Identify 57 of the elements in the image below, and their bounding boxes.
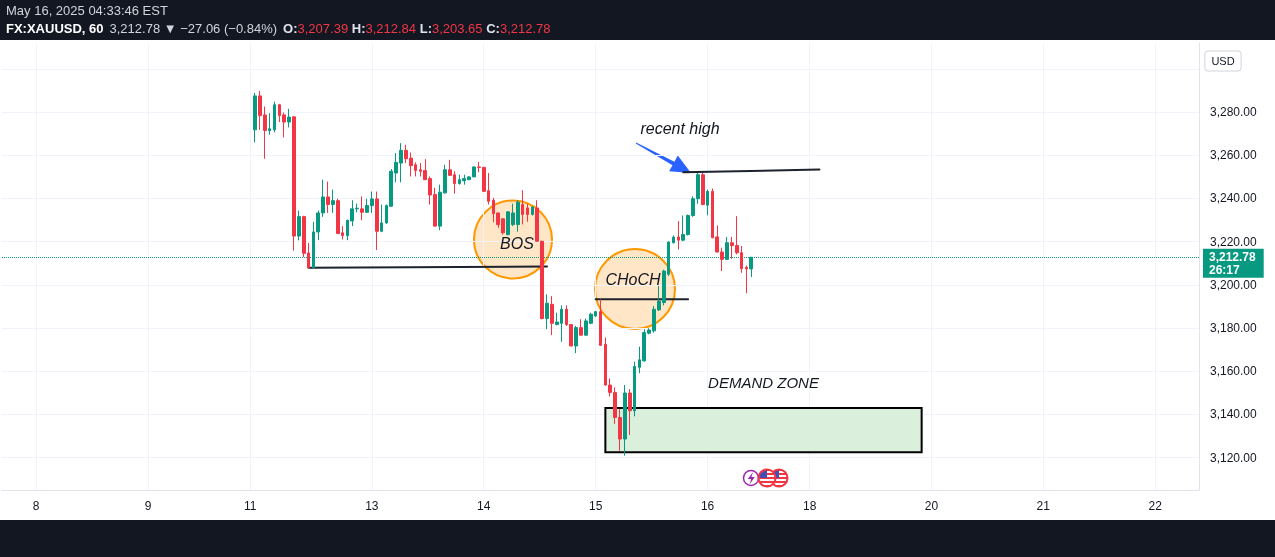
candlestick [253, 92, 257, 143]
candlestick [287, 108, 291, 128]
candlestick [526, 203, 529, 223]
x-tick-label: 14 [477, 499, 491, 513]
x-tick-label: 11 [243, 499, 257, 513]
candlestick [375, 191, 379, 251]
candlestick [579, 318, 583, 337]
x-tick-label: 21 [1036, 499, 1051, 513]
y-tick-label: 3,220.00 [1210, 234, 1258, 249]
candlestick [545, 293, 549, 330]
annotation: CHoCH [605, 270, 661, 288]
y-tick-label: 3,260.00 [1210, 148, 1258, 163]
y-axis-title: USD [1211, 55, 1235, 67]
candlestick [599, 298, 602, 347]
y-tick-label: 3,200.00 [1210, 277, 1258, 292]
x-tick-label: 8 [32, 499, 40, 513]
x-tick-label: 20 [924, 499, 939, 513]
candlestick [701, 172, 705, 206]
candlestick [531, 205, 534, 217]
candlestick [273, 101, 276, 133]
text: O:3,207.39 H:3,212.84 L:3,203.65 C:3,212.78 [283, 21, 551, 36]
candlestick [326, 181, 330, 214]
annotation: recent high [640, 120, 720, 138]
candlestick [550, 295, 554, 336]
annotation: BOS [500, 234, 535, 252]
y-tick-label: 3,180.00 [1210, 321, 1258, 336]
candlestick [706, 189, 709, 216]
candlestick [292, 115, 296, 252]
candlestick [380, 204, 383, 233]
candlestick [745, 264, 748, 294]
band-label: DEMAND ZONE [708, 373, 820, 391]
candlestick [628, 388, 632, 436]
y-tick-label: 3,120.00 [1210, 450, 1258, 465]
candlestick [677, 220, 680, 250]
candlestick [633, 361, 636, 417]
candlestick [268, 112, 271, 136]
y-tick-label: 3,240.00 [1210, 191, 1258, 206]
text: May 16, 2025 04:33:46 EST [6, 3, 168, 18]
x-tick-label: 9 [144, 499, 152, 513]
candlestick [521, 189, 524, 225]
x-tick-label: 22 [1148, 499, 1163, 513]
chart-title: FX:XAUUSD, 60 [6, 21, 104, 36]
y-tick-label: 3,280.00 [1210, 105, 1258, 120]
candlestick [331, 189, 335, 214]
candlestick [672, 234, 675, 244]
chart-subtitle: 3,212.78 ▼ −27.06 (−0.84%) [109, 21, 278, 36]
y-tick-label: 3,140.00 [1210, 407, 1258, 422]
x-tick-label: 18 [803, 499, 817, 513]
y-tick-label: 3,160.00 [1210, 364, 1258, 379]
candlestick [360, 195, 364, 221]
x-tick-label: 13 [365, 499, 379, 513]
x-tick-label: 16 [700, 499, 715, 513]
x-tick-label: 15 [588, 499, 603, 513]
candlestick [297, 210, 301, 241]
candlestick [574, 325, 578, 354]
candlestick [623, 384, 627, 457]
ref-line-label: 3,212.78 26:17 [1209, 249, 1257, 277]
